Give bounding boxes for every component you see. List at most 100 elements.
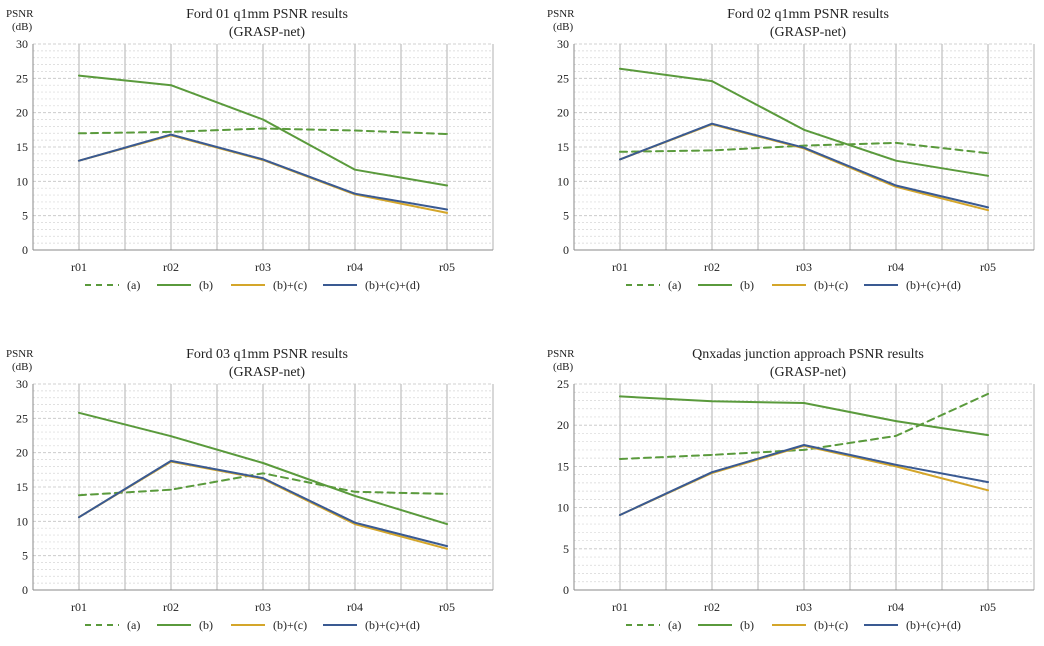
x-tick-label: r03 [796,600,812,614]
legend-label-bcd: (b)+(c)+(d) [906,618,961,632]
data-point-a [619,150,621,153]
x-tick-label: r05 [439,260,455,274]
data-point-a [803,144,805,147]
chart-panel-3: 0 5 10 15 20 25 30 r01 r02 r03 r04 r05 PSNR(dB) Ford … [6,347,494,632]
y-tick-label: 20 [16,446,28,460]
data-point-a [987,152,989,155]
y-tick-label: 30 [557,37,569,51]
y-tick-label: 15 [557,459,569,473]
data-point-bcd [711,122,713,125]
y-tick-label: 25 [557,71,569,85]
y-tick-label: 5 [563,209,569,223]
chart-title: Ford 01 q1mm PSNR results [186,7,348,22]
data-point-b [78,74,80,77]
legend-label-bc: (b)+(c) [814,278,848,292]
data-point-bcd [987,481,989,483]
x-tick-label: r05 [980,600,996,614]
data-point-bcd [895,184,897,187]
x-tick-label: r01 [71,600,87,614]
data-point-a [262,472,264,475]
y-tick-label: 10 [557,174,569,188]
y-axis-unit: (dB) [553,21,574,33]
data-point-bcd [78,159,80,162]
y-tick-label: 0 [22,583,28,597]
data-point-bc [895,465,897,468]
chart-panel-4: 0 5 10 15 20 25 r01 r02 r03 r04 r05 PSNR(dB) Qnxadas… [547,347,1035,632]
data-point-a [987,392,989,395]
x-tick-label: r02 [704,600,720,614]
data-point-b [987,434,989,436]
legend-label-a: (a) [127,278,140,292]
x-tick-label: r01 [612,260,628,274]
x-tick-label: r02 [163,600,179,614]
data-point-b [446,523,448,525]
y-axis-unit: (dB) [12,21,33,33]
chart-panel-2: 0 5 10 15 20 25 30 r01 r02 r03 r04 r05 PSNR(dB) Ford … [547,7,1035,292]
y-tick-label: 20 [16,106,28,120]
data-point-b [619,67,621,70]
y-axis-label: PSNR [547,8,575,20]
data-point-bc [987,209,989,212]
chart-panel-1: 0 5 10 15 20 25 30 r01 r02 r03 r04 r05 PSNR(dB) Ford … [6,7,494,292]
y-axis-unit: (dB) [553,361,574,373]
legend-label-bcd: (b)+(c)+(d) [906,278,961,292]
data-point-a [895,435,897,437]
data-point-bcd [262,477,264,479]
data-point-b [262,118,264,121]
data-point-b [711,80,713,82]
legend-label-a: (a) [127,618,140,632]
y-tick-label: 5 [563,542,569,556]
y-tick-label: 25 [16,411,28,425]
x-tick-label: r04 [347,260,363,274]
chart-title: Qnxadas junction approach PSNR results [692,347,924,362]
chart-title: Ford 03 q1mm PSNR results [186,347,348,362]
legend-label-b: (b) [199,618,213,632]
data-point-bcd [354,521,356,524]
data-point-b [170,84,172,87]
y-tick-label: 10 [16,514,28,528]
y-tick-label: 15 [557,140,569,154]
y-axis-unit: (dB) [12,361,33,373]
x-tick-label: r03 [796,260,812,274]
legend-label-bc: (b)+(c) [273,618,307,632]
data-point-a [78,132,80,135]
data-point-b [78,411,80,414]
y-tick-label: 0 [563,583,569,597]
data-point-a [262,127,264,130]
y-tick-label: 30 [16,37,28,51]
y-tick-label: 20 [557,418,569,432]
legend-label-b: (b) [740,618,754,632]
legend: (a) (b) (b)+(c) (b)+(c)+(d) [85,278,420,292]
chart-subtitle: (GRASP-net) [229,25,306,40]
legend-label-bcd: (b)+(c)+(d) [365,278,420,292]
data-point-b [446,184,448,187]
data-point-b [354,168,356,171]
chart-subtitle: (GRASP-net) [770,25,847,40]
data-point-b [803,402,805,404]
x-tick-label: r01 [612,600,628,614]
data-point-bcd [619,514,621,516]
data-point-a [170,488,172,491]
data-point-a [619,458,621,460]
x-tick-label: r05 [439,600,455,614]
data-point-bcd [170,460,172,462]
data-point-b [711,400,713,403]
legend-label-b: (b) [199,278,213,292]
legend: (a) (b) (b)+(c) (b)+(c)+(d) [85,618,420,632]
y-axis-label: PSNR [6,348,34,360]
data-point-bcd [354,192,356,195]
legend-label-bcd: (b)+(c)+(d) [365,618,420,632]
chart-subtitle: (GRASP-net) [229,365,306,380]
data-point-a [354,490,356,493]
y-tick-label: 15 [16,140,28,154]
x-tick-label: r01 [71,260,87,274]
data-point-bc [446,547,448,550]
x-tick-label: r03 [255,600,271,614]
data-point-a [895,141,897,144]
y-tick-label: 10 [16,174,28,188]
data-point-bcd [711,471,713,474]
data-point-b [262,462,264,464]
x-tick-label: r04 [888,600,904,614]
chart-subtitle: (GRASP-net) [770,365,847,380]
legend: (a) (b) (b)+(c) (b)+(c)+(d) [626,618,961,632]
